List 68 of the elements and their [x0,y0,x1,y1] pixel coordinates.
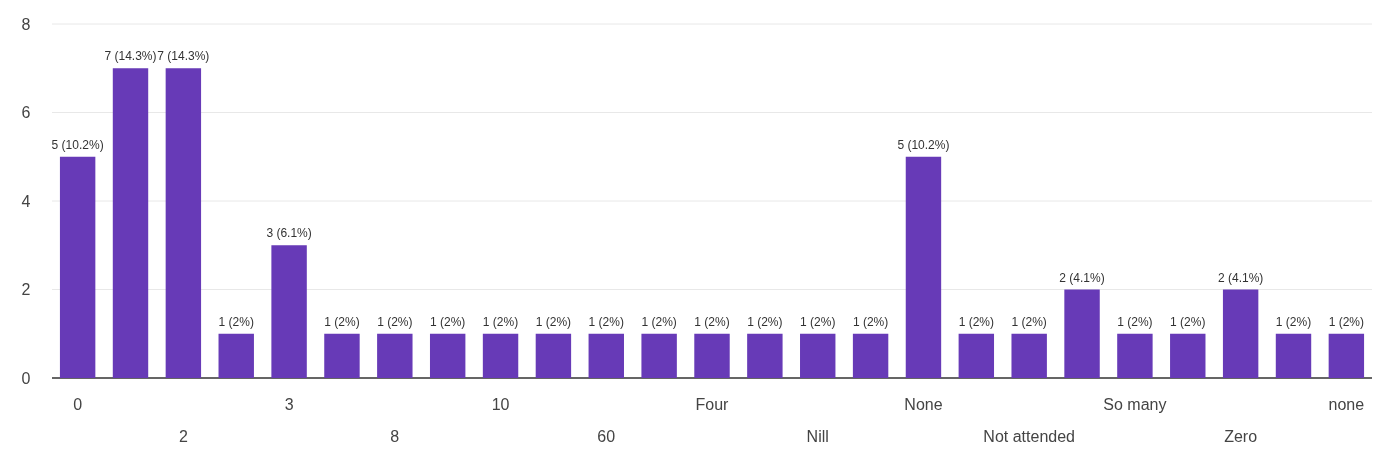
x-tick-label: None [904,396,943,413]
bar [1170,333,1206,378]
x-tick-label: 8 [390,428,400,445]
data-label: 7 (14.3%) [157,49,210,64]
data-label: 5 (10.2%) [51,137,104,152]
bar [165,68,202,378]
data-label: 2 (4.1%) [1059,270,1105,285]
bar [694,333,730,378]
data-label: 2 (4.1%) [1217,270,1264,285]
x-tick-label: 60 [597,428,616,445]
data-label: 1 (2%) [1275,314,1312,329]
bar [429,333,466,378]
y-tick-label: 8 [21,15,31,33]
x-tick-label: 3 [284,396,294,413]
bar [218,333,254,378]
bar [905,156,942,378]
data-label: 1 (2%) [1117,314,1153,329]
data-label: 1 (2%) [1328,314,1365,329]
bar [1117,333,1153,378]
bar [112,68,149,378]
data-label: 1 (2%) [324,314,360,329]
x-tick-label: Nill [806,428,829,445]
bar [588,333,624,378]
x-tick-label: Four [695,396,730,413]
data-label: 1 (2%) [1170,314,1206,329]
y-tick-label: 0 [21,369,31,387]
data-label: 3 (6.1%) [266,226,312,241]
bar [535,333,572,378]
y-tick-label: 2 [21,281,31,299]
x-tick-label: none [1328,396,1365,413]
bar [59,156,96,378]
y-tick-label: 4 [21,192,31,210]
data-label: 7 (14.3%) [104,49,157,64]
data-label: 1 (2%) [852,314,889,329]
bar [324,333,360,378]
data-label: 1 (2%) [430,314,466,329]
data-label: 1 (2%) [747,314,783,329]
bar [852,333,889,378]
bar [800,333,836,378]
bar [271,245,307,378]
bar [482,333,519,378]
bar [377,333,413,378]
bar [1328,333,1365,378]
bar [747,333,783,378]
x-tick-label: So many [1103,396,1167,413]
data-label: 1 (2%) [958,314,994,329]
data-label: 1 (2%) [588,314,624,329]
bar [958,333,995,378]
bar [1275,333,1312,378]
data-label: 1 (2%) [1011,314,1047,329]
bar [641,333,677,378]
bar [1222,289,1259,378]
data-label: 1 (2%) [641,314,677,329]
data-label: 1 (2%) [800,314,836,329]
x-tick-label: 10 [491,396,510,413]
y-tick-label: 6 [21,104,31,122]
data-label: 5 (10.2%) [897,137,950,152]
data-label: 1 (2%) [482,314,519,329]
x-tick-label: Not attended [983,428,1075,445]
data-label: 1 (2%) [535,314,572,329]
data-label: 1 (2%) [218,314,254,329]
data-label: 1 (2%) [694,314,730,329]
x-tick-label: Zero [1224,428,1258,445]
data-label: 1 (2%) [377,314,413,329]
bar [1064,289,1100,378]
x-tick-label: 2 [178,428,188,445]
x-tick-label: 0 [73,396,83,413]
bar [1011,333,1047,378]
